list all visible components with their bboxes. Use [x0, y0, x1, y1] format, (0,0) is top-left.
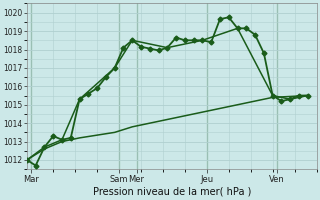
- X-axis label: Pression niveau de la mer( hPa ): Pression niveau de la mer( hPa ): [92, 187, 251, 197]
